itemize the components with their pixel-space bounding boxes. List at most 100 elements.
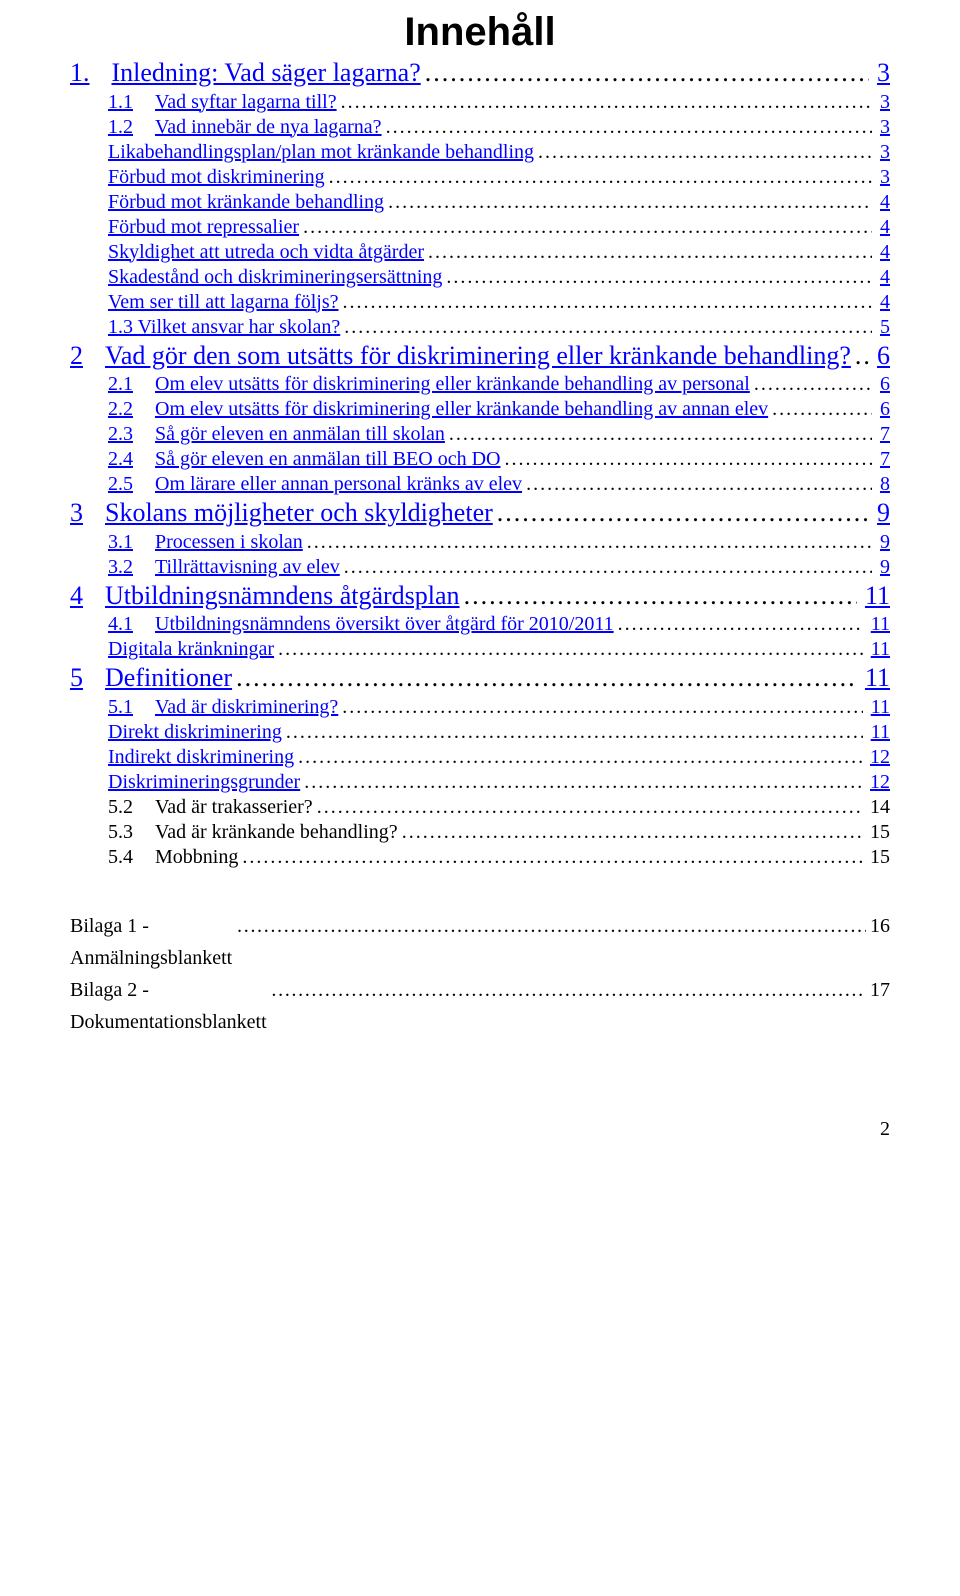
toc-text: Vad är diskriminering?	[155, 695, 338, 720]
toc-leader	[242, 845, 862, 870]
toc-entry[interactable]: 2.4Så gör eleven en anmälan till BEO och…	[70, 447, 890, 472]
toc-text: Tillrättavisning av elev	[155, 555, 340, 580]
appendix-leader	[271, 974, 866, 1006]
toc-leader	[341, 90, 872, 115]
toc-entry[interactable]: Indirekt diskriminering12	[70, 745, 890, 770]
toc-text: Vem ser till att lagarna följs?	[70, 290, 338, 315]
toc-text: Så gör eleven en anmälan till skolan	[155, 422, 445, 447]
toc-leader	[342, 695, 862, 720]
toc-entry[interactable]: Digitala kränkningar11	[70, 637, 890, 662]
toc-text: Vad är trakasserier?	[155, 795, 313, 820]
toc-entry[interactable]: 2.1Om elev utsätts för diskriminering el…	[70, 372, 890, 397]
toc-text: Utbildningsnämndens åtgärdsplan	[105, 580, 460, 613]
toc-page: 6	[876, 372, 890, 397]
toc-leader	[428, 240, 872, 265]
toc-entry[interactable]: 1.2Vad innebär de nya lagarna?3	[70, 115, 890, 140]
toc-leader	[402, 820, 862, 845]
toc-text: Skyldighet att utreda och vidta åtgärder	[70, 240, 424, 265]
toc-entry[interactable]: Vem ser till att lagarna följs? 4	[70, 290, 890, 315]
toc-page: 11	[867, 637, 890, 662]
toc-entry[interactable]: 1.Inledning: Vad säger lagarna?3	[70, 57, 890, 90]
toc-entry: 5.3Vad är kränkande behandling?15	[70, 820, 890, 845]
toc-entry[interactable]: 3.1Processen i skolan9	[70, 530, 890, 555]
toc-entry[interactable]: 2Vad gör den som utsätts för diskriminer…	[70, 340, 890, 373]
toc-entry[interactable]: 3Skolans möjligheter och skyldigheter9	[70, 497, 890, 530]
toc-text: 1.3 Vilket ansvar har skolan?	[70, 315, 340, 340]
toc-entry[interactable]: Förbud mot diskriminering3	[70, 165, 890, 190]
toc-number: 5.1	[70, 695, 155, 720]
toc-entry[interactable]: 2.5Om lärare eller annan personal kränks…	[70, 472, 890, 497]
toc-page: 12	[866, 745, 890, 770]
toc-text: Definitioner	[105, 662, 232, 695]
appendix-list: Bilaga 1 - Anmälningsblankett16Bilaga 2 …	[70, 910, 890, 1038]
toc-page: 3	[876, 140, 890, 165]
toc-page: 5	[876, 315, 890, 340]
toc-page: 4	[876, 290, 890, 315]
toc-leader	[772, 397, 872, 422]
toc-text: Utbildningsnämndens översikt över åtgärd…	[155, 612, 614, 637]
appendix-page: 17	[870, 974, 890, 1006]
toc-leader	[538, 140, 872, 165]
toc-entry: 5.4Mobbning 15	[70, 845, 890, 870]
toc-page: 8	[876, 472, 890, 497]
toc-page: 12	[866, 770, 890, 795]
toc-page: 9	[876, 530, 890, 555]
toc-number: 3.2	[70, 555, 155, 580]
toc-leader	[317, 795, 862, 820]
toc-page: 7	[876, 447, 890, 472]
toc-leader	[344, 315, 872, 340]
toc-entry[interactable]: 1.3 Vilket ansvar har skolan? 5	[70, 315, 890, 340]
toc-entry[interactable]: Förbud mot repressalier4	[70, 215, 890, 240]
toc-number: 3	[70, 497, 105, 530]
toc-leader	[303, 215, 872, 240]
toc-text: Vad gör den som utsätts för diskrimineri…	[105, 340, 851, 373]
toc-page: 3	[873, 57, 890, 90]
toc-leader	[344, 555, 872, 580]
toc-page: 9	[876, 555, 890, 580]
toc-entry[interactable]: Skyldighet att utreda och vidta åtgärder…	[70, 240, 890, 265]
toc-entry[interactable]: 4.1Utbildningsnämndens översikt över åtg…	[70, 612, 890, 637]
toc-entry[interactable]: 2.2Om elev utsätts för diskriminering el…	[70, 397, 890, 422]
toc-number: 5.4	[70, 845, 155, 870]
appendix-text: Bilaga 2 - Dokumentationsblankett	[70, 974, 267, 1038]
toc-leader	[286, 720, 863, 745]
toc-text: Förbud mot diskriminering	[70, 165, 325, 190]
toc-leader	[236, 662, 857, 695]
toc-number: 1.1	[70, 90, 155, 115]
toc-leader	[464, 580, 857, 613]
toc-page: 7	[876, 422, 890, 447]
toc-page: 15	[866, 845, 890, 870]
toc-entry[interactable]: 1.1Vad syftar lagarna till?3	[70, 90, 890, 115]
toc-page: 11	[867, 695, 890, 720]
toc-entry[interactable]: 3.2Tillrättavisning av elev 9	[70, 555, 890, 580]
table-of-contents: 1.Inledning: Vad säger lagarna?31.1Vad s…	[70, 57, 890, 870]
toc-page: 4	[876, 240, 890, 265]
toc-page: 4	[876, 190, 890, 215]
toc-leader	[504, 447, 872, 472]
toc-entry[interactable]: Likabehandlingsplan/plan mot kränkande b…	[70, 140, 890, 165]
toc-entry: 5.2Vad är trakasserier?14	[70, 795, 890, 820]
toc-entry[interactable]: 4Utbildningsnämndens åtgärdsplan11	[70, 580, 890, 613]
toc-page: 3	[876, 90, 890, 115]
toc-page: 11	[861, 580, 890, 613]
toc-entry[interactable]: Skadestånd och diskrimineringsersättning…	[70, 265, 890, 290]
toc-entry[interactable]: 5Definitioner11	[70, 662, 890, 695]
toc-text: Skadestånd och diskrimineringsersättning	[70, 265, 442, 290]
toc-entry[interactable]: Förbud mot kränkande behandling4	[70, 190, 890, 215]
toc-entry[interactable]: Direkt diskriminering11	[70, 720, 890, 745]
toc-page: 11	[867, 612, 890, 637]
page-title: Innehåll	[70, 10, 890, 55]
toc-number: 2.5	[70, 472, 155, 497]
toc-text: Diskrimineringsgrunder	[70, 770, 300, 795]
toc-entry[interactable]: 2.3Så gör eleven en anmälan till skolan7	[70, 422, 890, 447]
toc-page: 14	[866, 795, 890, 820]
toc-text: Vad innebär de nya lagarna?	[155, 115, 382, 140]
toc-leader	[618, 612, 863, 637]
toc-text: Mobbning	[155, 845, 238, 870]
toc-entry[interactable]: 5.1Vad är diskriminering? 11	[70, 695, 890, 720]
toc-page: 4	[876, 215, 890, 240]
toc-number: 4.1	[70, 612, 155, 637]
toc-text: Inledning: Vad säger lagarna?	[112, 57, 421, 90]
toc-leader	[526, 472, 872, 497]
toc-entry[interactable]: Diskrimineringsgrunder 12	[70, 770, 890, 795]
